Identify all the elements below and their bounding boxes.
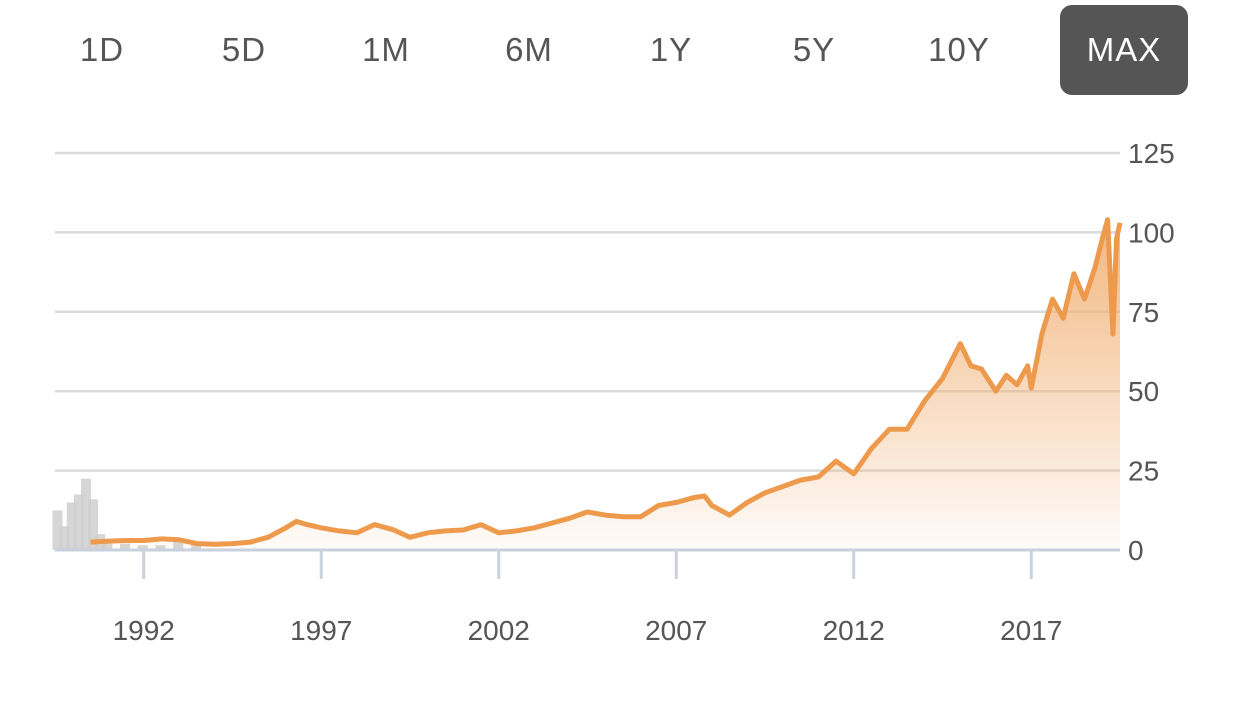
tab-1m[interactable]: 1M <box>362 31 410 68</box>
price-line <box>90 217 1123 547</box>
x-tick-label: 1992 <box>113 615 175 646</box>
volume-bar <box>52 510 63 550</box>
tab-5d[interactable]: 5D <box>221 31 267 68</box>
range-tabs: 1D 5D 1M 6M 1Y 5Y 10Y MAX <box>0 5 1242 95</box>
volume-bar <box>66 502 77 550</box>
tab-10y[interactable]: 10Y <box>928 31 990 68</box>
x-tick-label: 2002 <box>468 615 530 646</box>
tab-1y[interactable]: 1Y <box>649 31 693 68</box>
x-tick-label: 1997 <box>290 615 352 646</box>
tab-5y[interactable]: 5Y <box>792 31 836 68</box>
y-tick-label: 50 <box>1128 376 1159 407</box>
price-area-fill <box>90 219 1120 550</box>
volume-bar <box>88 499 99 550</box>
y-tick-label: 100 <box>1128 217 1175 248</box>
y-tick-label: 75 <box>1128 297 1159 328</box>
x-tick-label: 2017 <box>1000 615 1062 646</box>
tab-max[interactable]: MAX <box>1060 5 1188 95</box>
tab-1d[interactable]: 1D <box>79 31 125 68</box>
volume-bar <box>80 478 91 550</box>
x-tick-label: 2012 <box>823 615 885 646</box>
volume-bar <box>73 494 84 550</box>
tab-6m[interactable]: 6M <box>505 31 553 68</box>
x-tick-label: 2007 <box>645 615 707 646</box>
volume-bar <box>59 526 70 550</box>
y-tick-label: 0 <box>1128 535 1144 566</box>
y-tick-label: 125 <box>1128 138 1175 169</box>
y-tick-label: 25 <box>1128 456 1159 487</box>
